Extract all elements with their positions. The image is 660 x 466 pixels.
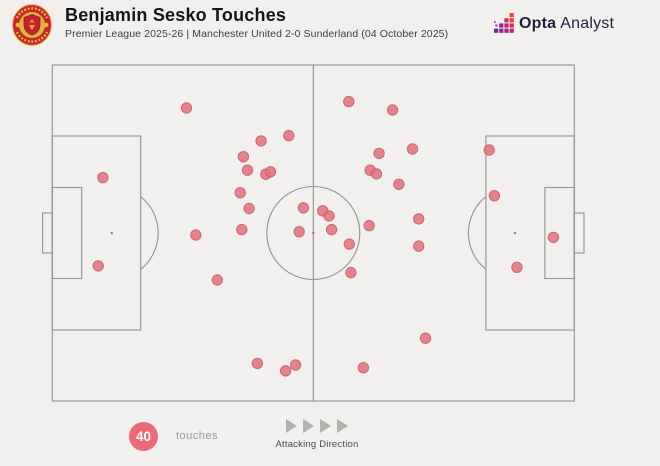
touch-point xyxy=(393,178,405,191)
touch-point xyxy=(323,210,335,222)
title-block: Benjamin Sesko Touches Premier League 20… xyxy=(65,5,448,40)
touch-point xyxy=(97,171,109,184)
center-spot xyxy=(312,231,315,235)
touch-point xyxy=(92,260,104,272)
touch-point xyxy=(373,147,385,160)
touch-point xyxy=(255,135,267,147)
right-penalty-area xyxy=(485,135,575,331)
manchester-united-crest-icon xyxy=(12,4,52,46)
touch-point xyxy=(413,213,425,225)
touch-point xyxy=(357,362,370,374)
touch-point xyxy=(419,332,432,344)
center-circle xyxy=(266,185,361,281)
touch-point xyxy=(190,229,202,241)
page-subtitle: Premier League 2025-26 | Manchester Unit… xyxy=(65,28,449,40)
touch-point xyxy=(234,187,246,199)
right-goal-area xyxy=(544,186,575,280)
touch-point xyxy=(370,168,383,180)
right-penalty-spot xyxy=(513,231,517,235)
touch-point xyxy=(547,231,560,244)
touch-point xyxy=(386,104,399,116)
touch-point xyxy=(236,223,248,236)
opta-pixel-chart-icon xyxy=(494,13,514,33)
touch-point xyxy=(363,219,375,232)
right-goal xyxy=(573,212,585,254)
right-penalty-arc xyxy=(467,196,487,270)
page-title: Benjamin Sesko Touches xyxy=(65,5,287,25)
left-penalty-arc xyxy=(140,196,159,270)
legend: 40 touches Attacking Direction xyxy=(0,415,660,460)
touch-point xyxy=(343,95,355,108)
attacking-direction-label: Attacking Direction xyxy=(275,439,359,450)
touch-point xyxy=(343,238,355,250)
brand-text: Opta Analyst xyxy=(519,15,614,33)
attacking-direction: Attacking Direction xyxy=(272,419,362,450)
header: Benjamin Sesko Touches Premier League 20… xyxy=(0,0,660,52)
left-goal xyxy=(42,212,53,254)
touch-point xyxy=(488,190,501,202)
touch-point xyxy=(293,226,305,238)
right-arrow-icon xyxy=(320,419,331,433)
left-goal-area xyxy=(51,186,83,280)
opta-analyst-logo: Opta Analyst xyxy=(494,13,614,34)
left-penalty-spot xyxy=(110,231,113,235)
touch-point xyxy=(251,357,264,370)
touches-label: touches xyxy=(176,430,219,442)
touch-point xyxy=(406,143,419,155)
touch-point xyxy=(289,359,302,371)
touch-point xyxy=(345,266,357,279)
left-penalty-area xyxy=(51,135,142,331)
right-arrow-icon xyxy=(337,419,348,433)
right-arrow-icon xyxy=(303,419,314,433)
touch-point xyxy=(297,202,310,214)
touches-badge: 40 xyxy=(129,422,158,451)
touch-point xyxy=(325,223,338,236)
brand-opta: Opta xyxy=(519,14,557,32)
touch-point xyxy=(243,202,255,215)
attacking-direction-arrows xyxy=(272,419,362,434)
touch-point xyxy=(211,274,224,286)
touch-point xyxy=(483,144,495,156)
touch-point xyxy=(283,129,295,142)
touch-point xyxy=(511,261,523,273)
touches-layer xyxy=(92,95,560,377)
brand-analyst: Analyst xyxy=(560,14,615,32)
touch-point xyxy=(264,166,277,178)
touch-point xyxy=(237,151,250,163)
right-arrow-icon xyxy=(286,419,297,433)
touch-point xyxy=(241,164,254,176)
touch-point xyxy=(413,240,425,252)
pitch-spots xyxy=(110,231,517,235)
touch-point xyxy=(279,365,292,377)
touch-point xyxy=(180,102,193,114)
